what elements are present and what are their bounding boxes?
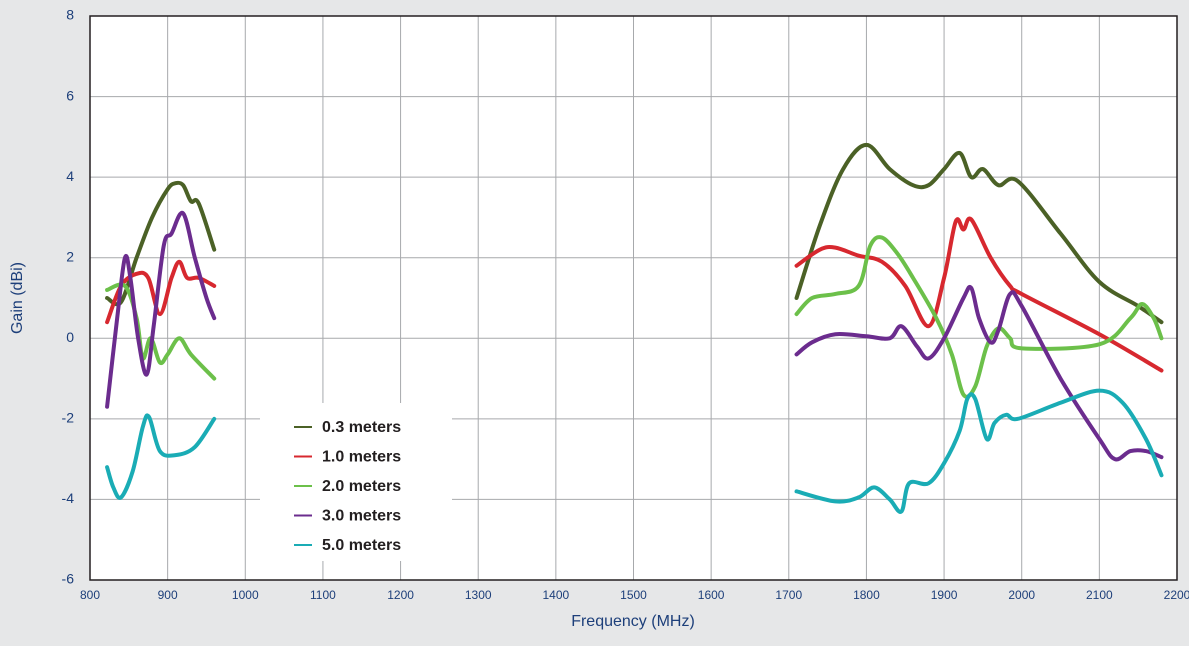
legend-label: 2.0 meters — [322, 478, 401, 495]
legend: 0.3 meters 1.0 meters 2.0 meters 3.0 meters… — [260, 403, 452, 561]
legend-label: 1.0 meters — [322, 449, 401, 466]
x-tick-label: 1200 — [387, 588, 414, 602]
x-tick-label: 1600 — [698, 588, 725, 602]
series-line — [105, 388, 1164, 514]
x-tick-label: 800 — [80, 588, 100, 602]
legend-label: 5.0 meters — [322, 537, 401, 554]
plot-border — [89, 15, 1178, 581]
series-line — [105, 210, 1164, 462]
y-tick-label: -6 — [62, 571, 75, 587]
series-line — [105, 142, 1164, 325]
ticks: 800 900 1000 1100 1200 1300 1400 1500 1600 1700 18… — [62, 7, 1189, 602]
y-tick-label: 8 — [66, 7, 74, 23]
x-tick-label: 2100 — [1086, 588, 1113, 602]
legend-box — [260, 403, 452, 561]
x-tick-label: 1900 — [931, 588, 958, 602]
y-axis-title: Gain (dBi) — [9, 262, 26, 334]
y-tick-label: 4 — [66, 168, 74, 184]
x-tick-label: 2200 — [1164, 588, 1189, 602]
legend-label: 0.3 meters — [322, 419, 401, 436]
x-tick-label: 1300 — [465, 588, 492, 602]
lines — [105, 142, 1164, 514]
x-tick-label: 1700 — [775, 588, 802, 602]
x-tick-label: 1100 — [310, 588, 336, 602]
legend-label: 3.0 meters — [322, 508, 401, 525]
x-tick-label: 900 — [158, 588, 178, 602]
x-tick-label: 1000 — [232, 588, 259, 602]
y-tick-label: 0 — [66, 329, 74, 345]
x-tick-label: 1800 — [853, 588, 880, 602]
y-tick-label: 6 — [66, 87, 74, 103]
x-axis-title: Frequency (MHz) — [571, 613, 695, 630]
x-tick-label: 2000 — [1008, 588, 1035, 602]
x-tick-label: 1400 — [543, 588, 570, 602]
y-tick-label: -2 — [62, 410, 75, 426]
y-tick-label: -4 — [62, 490, 75, 506]
y-tick-label: 2 — [66, 248, 74, 264]
x-tick-label: 1500 — [620, 588, 647, 602]
